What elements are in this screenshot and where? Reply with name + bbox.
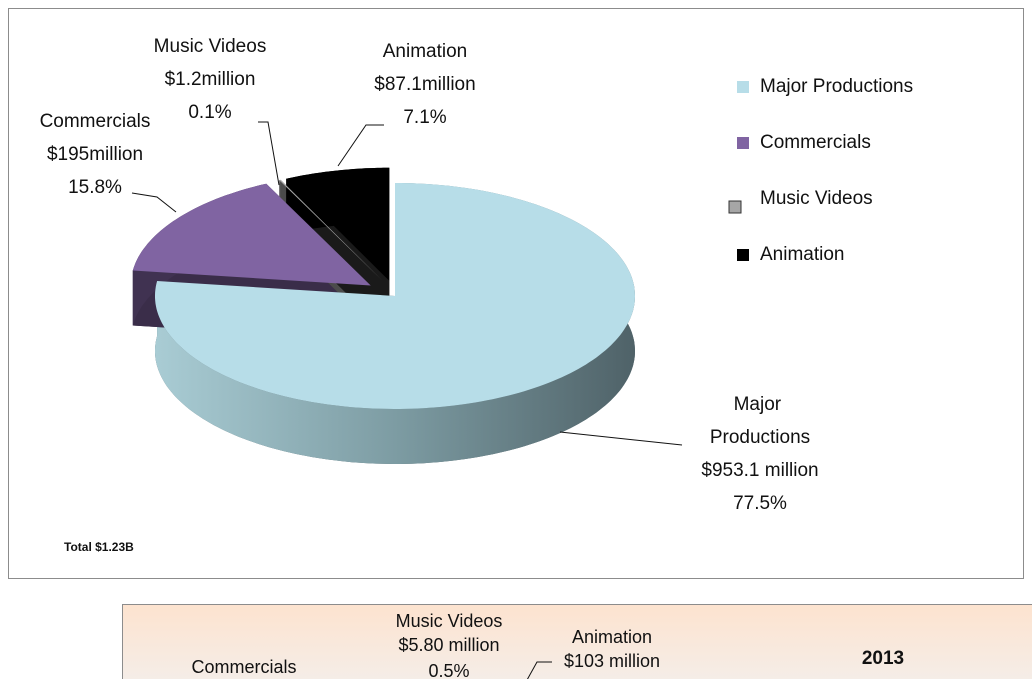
data-label-category: Commercials	[40, 111, 151, 132]
data-label-amount: $195million	[47, 144, 143, 165]
pie	[132, 167, 635, 464]
data-label-amount: $87.1million	[374, 74, 475, 95]
pie-slice	[286, 167, 390, 281]
data-label-category: Major Productions	[710, 394, 810, 448]
data-label: $5.80 million	[398, 635, 499, 655]
leader-line	[258, 121, 280, 186]
data-label-category: Music Videos	[154, 36, 267, 57]
data-label-category: Animation	[383, 41, 468, 62]
leader-line	[131, 192, 177, 213]
leader-line	[559, 431, 683, 446]
pie-slice	[279, 179, 384, 282]
legend-swatch	[728, 200, 742, 214]
legend-label: Commercials	[760, 132, 871, 153]
data-label-value: 77.5%	[733, 493, 787, 514]
data-label: $103 million	[564, 651, 660, 671]
pie-slice	[155, 183, 635, 409]
legend-label: Music Videos	[760, 188, 873, 209]
data-label-value: 0.1%	[188, 102, 231, 123]
data-label: 0.5%	[428, 661, 469, 679]
labels: Major Productions $953.1 million 77.5% Comm…	[40, 36, 913, 679]
pie-slice	[132, 183, 371, 286]
leader-line	[337, 124, 384, 167]
data-label: Music Videos	[396, 611, 503, 631]
legend-swatch	[737, 137, 749, 149]
total-annotation: Total $1.23B	[64, 540, 134, 554]
chart-frame-2013	[122, 604, 1032, 679]
data-label-amount: $1.2million	[165, 69, 256, 90]
data-label-line: Major	[734, 394, 787, 415]
legend-swatch	[737, 81, 749, 93]
data-label-value: 7.1%	[403, 107, 446, 128]
data-label: Commercials	[191, 657, 296, 677]
data-label-value: 15.8%	[68, 177, 122, 198]
legend-swatch	[737, 249, 749, 261]
data-label: Animation	[572, 627, 652, 647]
legend-label: Animation	[760, 244, 845, 265]
legend-label: Major Productions	[760, 76, 913, 97]
data-label-line: Productions	[710, 427, 810, 448]
data-label-amount: $953.1 million	[701, 460, 818, 481]
leader-line	[526, 661, 552, 679]
chart-title: 2013	[862, 648, 904, 669]
